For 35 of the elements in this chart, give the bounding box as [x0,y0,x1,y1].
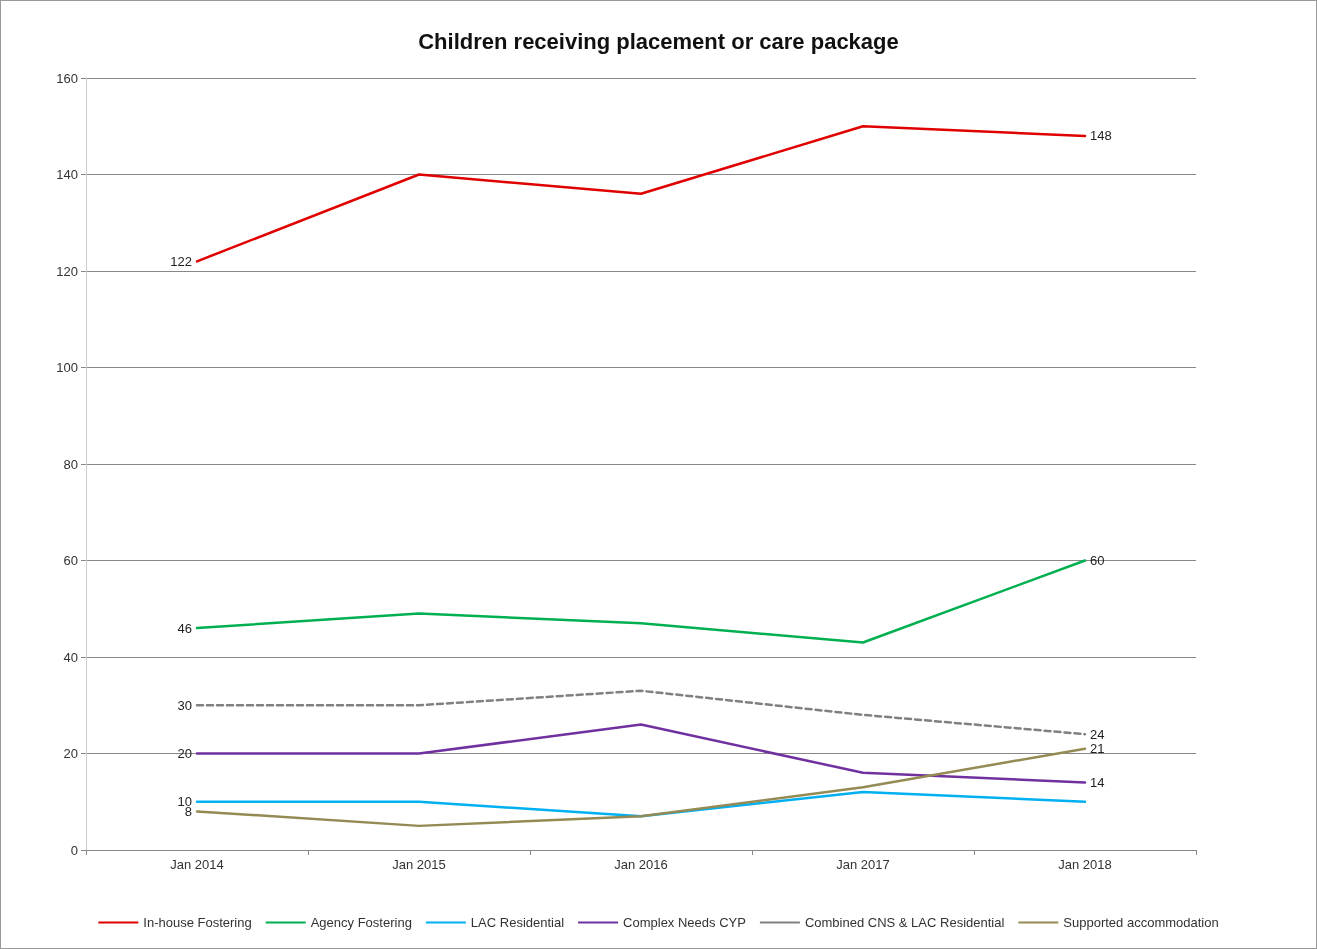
chart-title: Children receiving placement or care package [418,28,899,54]
y-tick-label: 20 [63,746,78,761]
data-label: 148 [1090,128,1112,144]
legend-label: In-house Fostering [143,915,252,930]
line-series [195,723,1087,784]
y-tick-label: 0 [70,842,78,858]
y-tick-label: 140 [56,167,78,182]
x-tick-label: Jan 2016 [614,857,668,872]
y-tick-label: 60 [63,553,78,568]
line-series [195,125,1087,263]
data-label: 60 [1090,553,1105,568]
y-tick-label: 100 [56,360,78,375]
legend-label: Supported accommodation [1063,915,1219,930]
y-tick-label: 80 [63,456,78,472]
line-series [195,689,1087,736]
y-tick-label: 160 [56,70,78,86]
data-label: 30 [177,697,192,713]
y-tick-label: 40 [63,649,78,665]
data-label: 24 [1090,726,1105,742]
x-tick-label: Jan 2015 [392,857,446,872]
data-label: 122 [170,253,192,269]
legend-label: Complex Needs CYP [623,915,746,930]
line-series [195,747,1087,828]
x-tick-label: Jan 2017 [836,857,890,872]
x-tick-label: Jan 2014 [170,857,224,872]
data-label: 20 [177,746,192,761]
legend-label: Agency Fostering [310,915,412,930]
line-series [195,559,1087,644]
data-label: 14 [1090,774,1105,790]
y-tick-label: 120 [56,263,78,279]
legend-label: Combined CNS & LAC Residential [804,915,1005,930]
x-tick-label: Jan 2018 [1058,857,1112,872]
data-label: 21 [1090,741,1105,757]
data-label: 46 [177,620,192,636]
legend-label: LAC Residential [470,915,565,930]
